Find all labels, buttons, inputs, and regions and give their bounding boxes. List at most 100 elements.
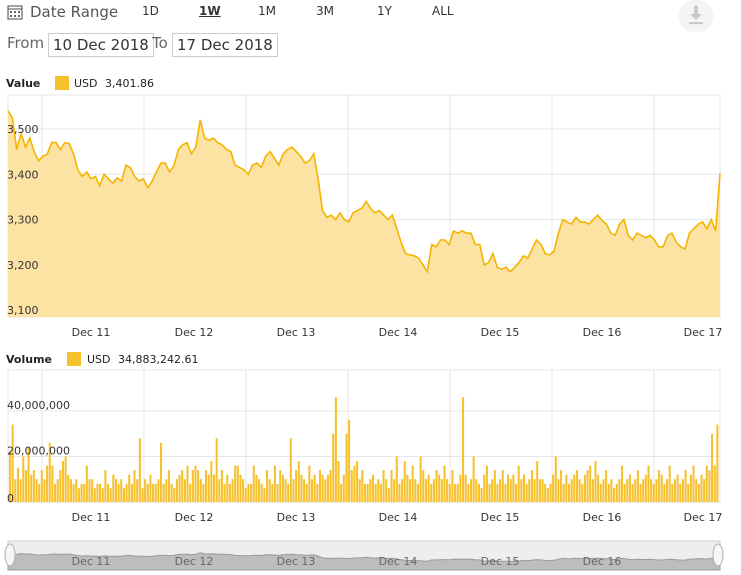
to-date-input[interactable]: 17 Dec 2018: [172, 33, 278, 57]
navigator-label: Dec 14: [379, 555, 418, 568]
navigator-label: Dec 12: [175, 555, 214, 568]
volume-bar: [533, 479, 536, 502]
volume-bar: [305, 483, 308, 502]
volume-bar: [687, 483, 690, 502]
navigator-label: Dec 13: [277, 555, 316, 568]
volume-bar: [303, 479, 306, 502]
volume-bar: [705, 465, 708, 502]
volume-bar: [628, 474, 631, 502]
volume-bar: [32, 470, 35, 502]
volume-bar: [93, 488, 96, 502]
volume-bar: [644, 474, 647, 502]
volume-bar: [541, 479, 544, 502]
volume-bar: [467, 483, 470, 502]
volume-x-tick-label: Dec 13: [277, 511, 316, 524]
volume-bar: [255, 474, 258, 502]
price-area: [8, 110, 720, 318]
price-x-tick-label: Dec 17: [684, 326, 723, 339]
volume-bar: [292, 479, 295, 502]
range-button-1m[interactable]: 1M: [258, 4, 276, 18]
volume-bar: [205, 470, 208, 502]
volume-bar: [109, 488, 112, 502]
price-y-tick-label: 3,100: [7, 304, 39, 317]
volume-bar: [708, 470, 711, 502]
volume-bar: [358, 479, 361, 502]
volume-bar: [215, 438, 218, 502]
volume-bar: [22, 456, 25, 502]
volume-bar: [332, 433, 335, 502]
volume-bar: [14, 479, 17, 502]
range-button-1y[interactable]: 1Y: [377, 4, 392, 18]
volume-bar: [162, 483, 165, 502]
price-x-tick-label: Dec 12: [175, 326, 214, 339]
value-legend-title: Value: [6, 77, 41, 90]
value-legend-last: 3,401.86: [105, 77, 154, 90]
volume-x-ticks: Dec 11 Dec 12 Dec 13 Dec 14 Dec 15 Dec 16 Dec …: [72, 511, 723, 524]
volume-bar: [178, 474, 181, 502]
range-button-1d[interactable]: 1D: [142, 4, 159, 18]
volume-bar: [454, 483, 457, 502]
volume-x-tick-label: Dec 11: [72, 511, 111, 524]
volume-bar: [557, 479, 560, 502]
volume-bar: [226, 474, 229, 502]
range-button-1w[interactable]: 1W: [199, 4, 221, 18]
volume-bar: [271, 483, 274, 502]
volume-bar: [157, 479, 160, 502]
volume-bar: [364, 483, 367, 502]
volume-bar: [411, 465, 414, 502]
volume-bar: [80, 483, 83, 502]
volume-bar: [316, 483, 319, 502]
volume-bar: [440, 479, 443, 502]
volume-bar: [512, 474, 515, 502]
navigator-right-handle[interactable]: [712, 543, 724, 567]
from-date-input[interactable]: 10 Dec 2018: [48, 33, 154, 57]
volume-bar: [379, 483, 382, 502]
volume-bar: [202, 483, 205, 502]
price-y-ticks: 3,500 3,400 3,300 3,200 3,100: [7, 123, 39, 317]
volume-bar: [406, 474, 409, 502]
volume-bar: [297, 461, 300, 502]
volume-bar: [130, 483, 133, 502]
volume-bar: [697, 483, 700, 502]
volume-bar: [287, 483, 290, 502]
volume-bar: [350, 470, 353, 502]
volume-bar: [435, 470, 438, 502]
volume-bar: [181, 470, 184, 502]
volume-bar: [353, 465, 356, 502]
volume-bar: [398, 483, 401, 502]
volume-bar: [430, 483, 433, 502]
volume-bar: [244, 488, 247, 502]
download-button[interactable]: [678, 0, 714, 32]
volume-plot-border: [7, 369, 721, 503]
range-button-all[interactable]: ALL: [432, 4, 454, 18]
volume-bar: [570, 479, 573, 502]
value-legend-series: USD: [74, 77, 98, 90]
navigator-label: Dec 16: [583, 555, 622, 568]
volume-bar: [493, 470, 496, 502]
volume-bar: [260, 483, 263, 502]
volume-bar: [552, 474, 555, 502]
volume-bar: [692, 465, 695, 502]
volume-legend-series: USD: [87, 353, 111, 366]
volume-bar: [43, 479, 46, 502]
price-line: [7, 110, 721, 274]
volume-bar: [191, 470, 194, 502]
volume-bar: [414, 479, 417, 502]
volume-bar: [40, 470, 43, 502]
volume-bar: [472, 456, 475, 502]
volume-bar: [652, 483, 655, 502]
volume-bar: [361, 470, 364, 502]
navigator-left-handle[interactable]: [4, 543, 16, 567]
volume-bar: [713, 465, 716, 502]
volume-bar: [515, 483, 518, 502]
range-button-3m[interactable]: 3M: [316, 4, 334, 18]
volume-bar: [668, 465, 671, 502]
volume-bar: [77, 488, 80, 502]
volume-bar: [146, 483, 149, 502]
volume-bar: [480, 488, 483, 502]
volume-bar: [642, 479, 645, 502]
volume-bar: [409, 479, 412, 502]
volume-bar: [605, 470, 608, 502]
to-label: To: [152, 34, 168, 52]
volume-bar: [300, 474, 303, 502]
